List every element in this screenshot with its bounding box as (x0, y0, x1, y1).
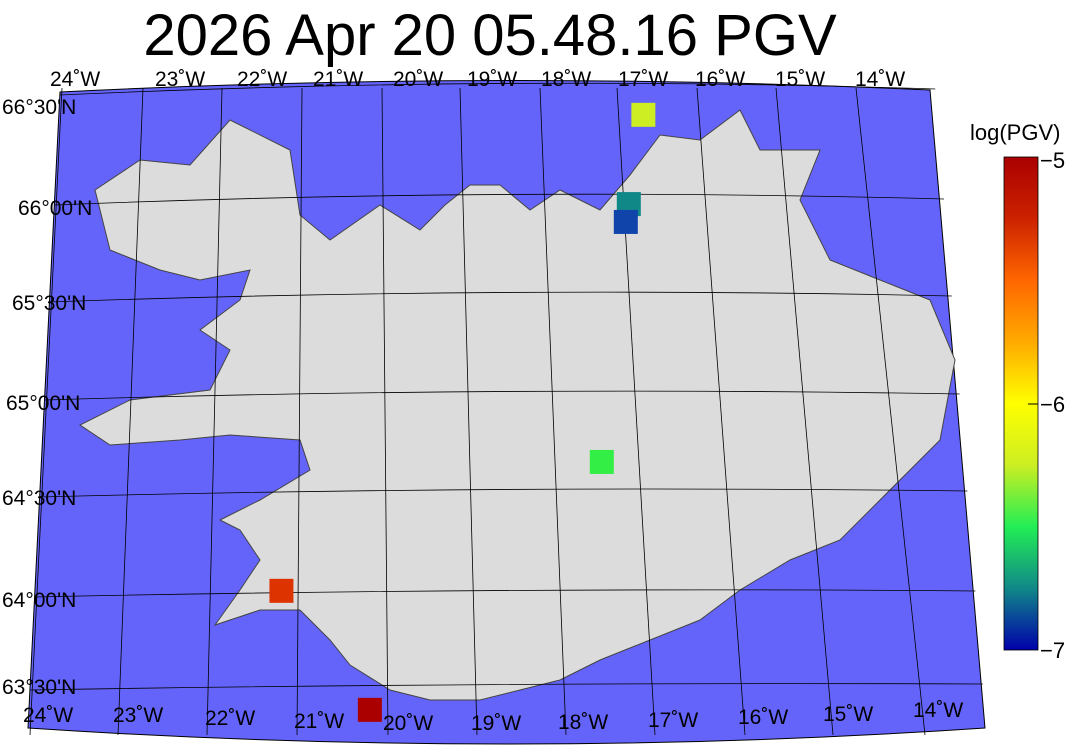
longitude-labels: 23˚W 22˚W 21˚W 20˚W 19˚W 18˚W 17˚W 16˚W 15˚W 14˚W… (23, 68, 963, 735)
lon-label-top: 16˚W (695, 68, 745, 91)
parallel (30, 683, 983, 691)
lon-label-top: 15˚W (775, 68, 825, 91)
meridian (855, 87, 926, 736)
map-title: 2026 Apr 20 05.48.16 PGV (143, 3, 837, 68)
lat-label: 65°00'N (6, 392, 80, 415)
lon-label-top: 22˚W (237, 68, 287, 91)
lon-label-bottom: 16˚W (738, 706, 788, 729)
colorbar-label: log(PGV) (970, 120, 1060, 145)
colorbar: log(PGV) −5 −6 −7 (970, 120, 1065, 663)
parallel (39, 488, 968, 498)
station-marker[interactable] (357, 697, 382, 722)
station-marker[interactable] (613, 209, 638, 234)
lat-label: 64°30'N (2, 487, 76, 510)
lon-label-top: 14˚W (855, 68, 905, 91)
station-marker[interactable] (589, 449, 614, 474)
station-marker[interactable] (269, 578, 294, 603)
lat-label: 64°00'N (2, 589, 76, 612)
lon-label-top: 20˚W (393, 68, 443, 91)
parallel (59, 82, 936, 96)
lon-label-top: 23˚W (155, 68, 205, 91)
lon-label-bottom: 24˚W (23, 704, 73, 727)
lon-label-top: 21˚W (313, 68, 363, 91)
meridian (539, 87, 567, 736)
lon-label-bottom: 20˚W (383, 712, 433, 735)
parallel (34, 589, 976, 598)
parallel (54, 193, 945, 206)
lon-label-bottom: 21˚W (294, 710, 344, 733)
lon-label-top: 17˚W (618, 68, 668, 91)
meridian (29, 87, 63, 736)
lon-label-bottom: 19˚W (471, 712, 521, 735)
lon-label-bottom: 15˚W (823, 703, 873, 726)
lat-label: 65°30'N (12, 292, 86, 315)
lon-label-top: 18˚W (541, 68, 591, 91)
lon-label-bottom: 17˚W (648, 709, 698, 732)
lon-label-bottom: 23˚W (113, 704, 163, 727)
lon-label-bottom: 22˚W (205, 707, 255, 730)
lon-label-top-overlap: 24˚W (50, 68, 100, 91)
meridian (296, 87, 303, 736)
colorbar-tick-min: −7 (1040, 638, 1065, 663)
lon-label-bottom: 18˚W (558, 711, 608, 734)
latitude-labels: 66°30'N 66°00'N 65°30'N 65°00'N 64°30'N 64°00… (2, 96, 92, 699)
lat-label: 63°30'N (2, 676, 76, 699)
parallel (44, 390, 960, 401)
graticule (29, 82, 983, 736)
meridian (696, 87, 746, 736)
station-marker[interactable] (631, 102, 656, 127)
lon-label-bottom: 14˚W (913, 699, 963, 722)
meridian (117, 87, 144, 736)
stations (269, 102, 656, 722)
lat-label: 66°00'N (18, 197, 92, 220)
lon-label-top: 19˚W (467, 68, 517, 91)
meridian (459, 87, 478, 736)
meridian (206, 87, 223, 736)
colorbar-tick-mid: −6 (1040, 392, 1065, 417)
lat-label: 66°30'N (2, 96, 76, 119)
colorbar-tick-max: −5 (1040, 148, 1065, 173)
parallel (49, 291, 952, 303)
